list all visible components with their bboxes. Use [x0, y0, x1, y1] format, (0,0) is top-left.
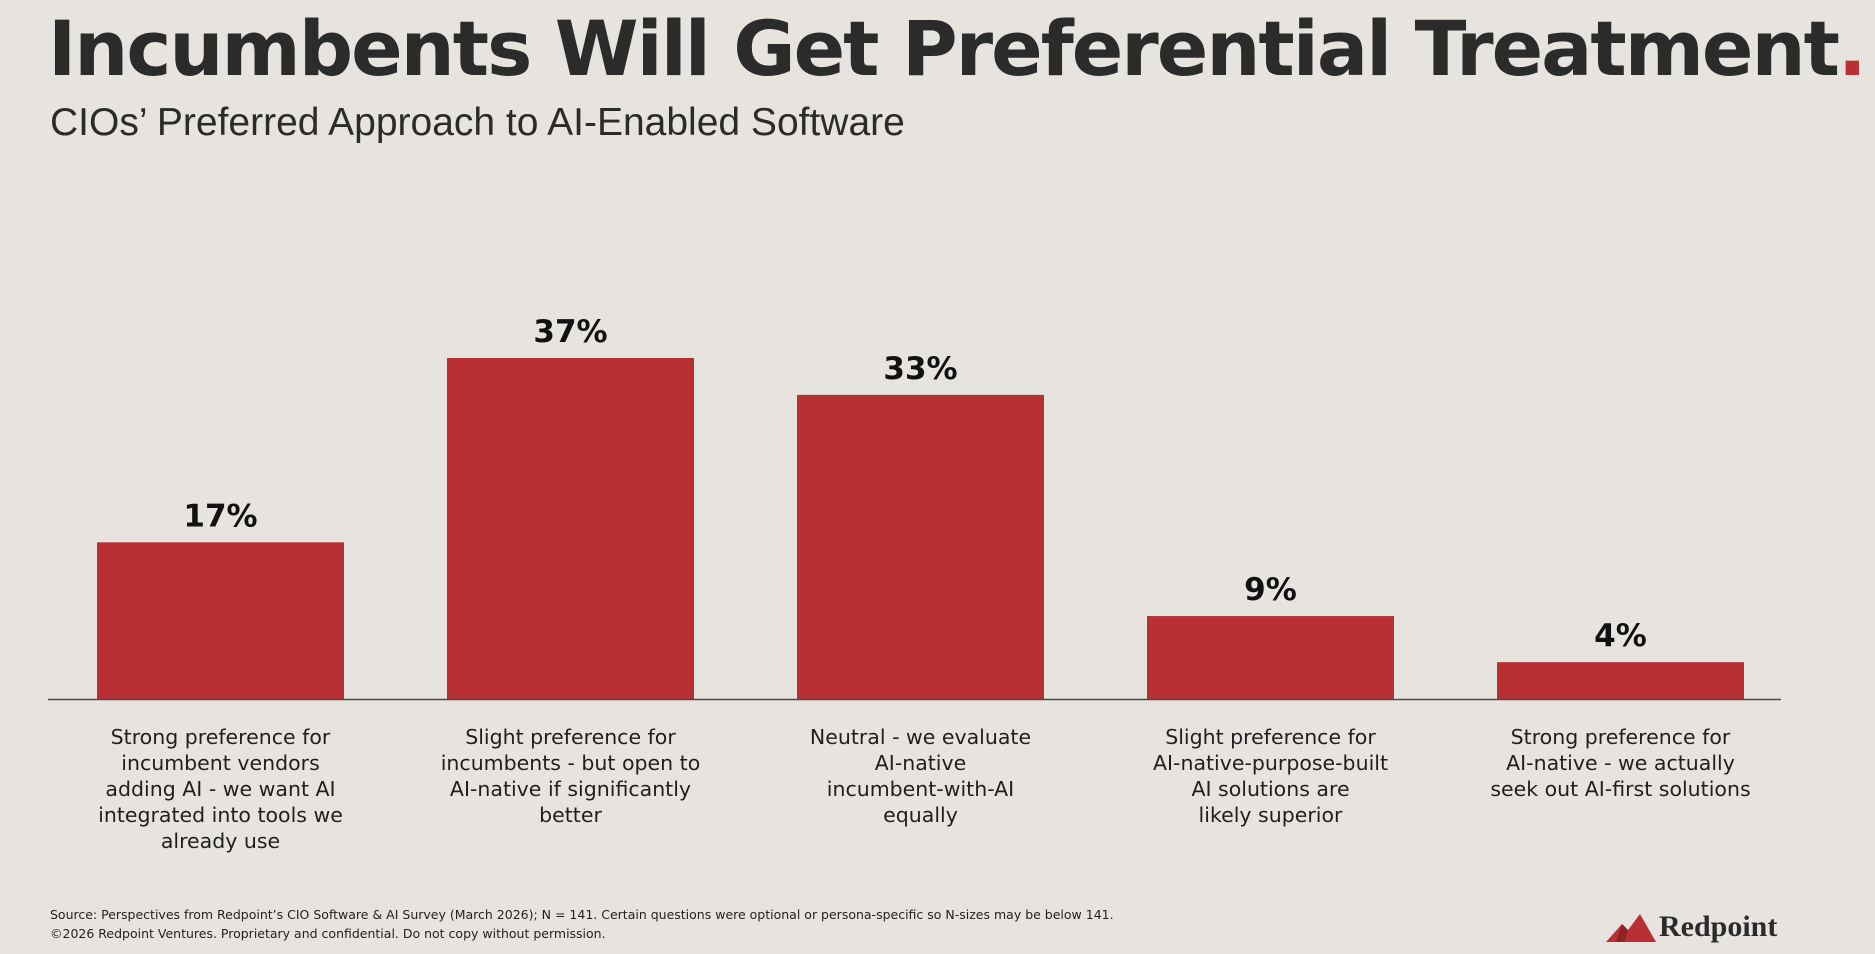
value-label-2: 37% — [533, 314, 607, 350]
title-accent-period: . — [1837, 4, 1867, 93]
value-label-5: 4% — [1594, 618, 1647, 654]
redpoint-logo: Redpoint — [1606, 912, 1777, 942]
bar-2 — [447, 358, 694, 699]
source-note: Source: Perspectives from Redpoint’s CIO… — [50, 907, 1114, 922]
chart-subtitle: CIOs’ Preferred Approach to AI-Enabled S… — [50, 101, 905, 144]
page-title: Incumbents Will Get Preferential Treatme… — [48, 4, 1867, 93]
redpoint-mountain-icon — [1606, 914, 1656, 942]
footer: Source: Perspectives from Redpoint’s CIO… — [50, 905, 1114, 943]
bar-5 — [1497, 662, 1744, 699]
chart-bars — [97, 358, 1744, 699]
bar-1 — [97, 542, 344, 699]
title-text: Incumbents Will Get Preferential Treatme… — [48, 4, 1840, 93]
chart-value-labels: 17% 37% 33% 9% 4% — [183, 314, 1646, 654]
category-label-1: Strong preference for incumbent vendors … — [98, 725, 343, 853]
category-label-2: Slight preference for incumbents - but o… — [440, 725, 701, 827]
value-label-3: 33% — [883, 351, 957, 387]
category-label-4: Slight preference for AI-native-purpose-… — [1152, 725, 1388, 827]
copyright-note: ©2026 Redpoint Ventures. Proprietary and… — [50, 926, 606, 941]
bar-3 — [797, 394, 1044, 699]
category-label-3: Neutral - we evaluate AI-native incumben… — [809, 725, 1032, 827]
bar-4 — [1147, 616, 1394, 699]
value-label-1: 17% — [183, 498, 257, 534]
logo-text: Redpoint — [1659, 910, 1778, 943]
value-label-4: 9% — [1244, 572, 1297, 608]
category-label-5: Strong preference for AI-native - we act… — [1490, 725, 1751, 801]
